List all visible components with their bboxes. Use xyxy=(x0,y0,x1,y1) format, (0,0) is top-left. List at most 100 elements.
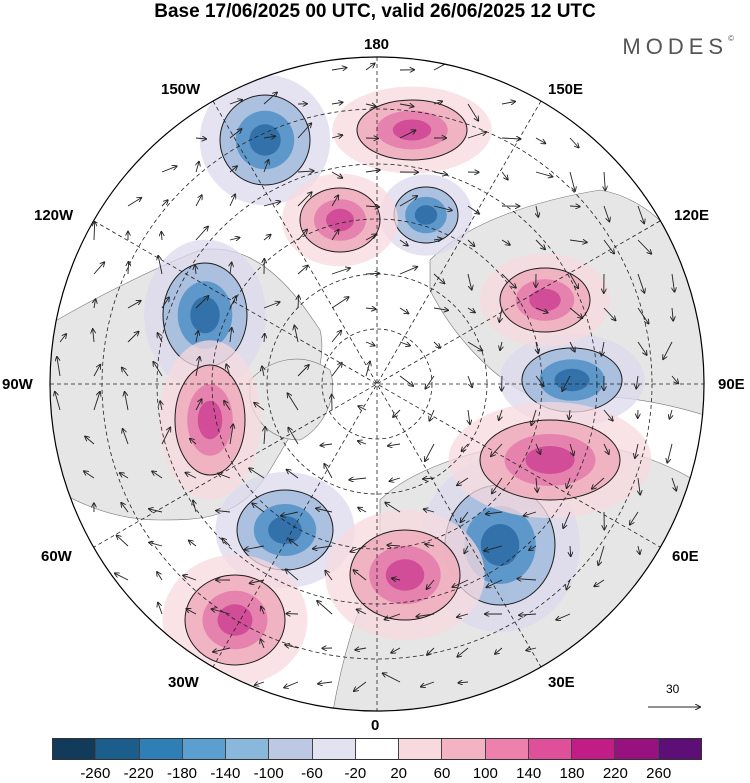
wind-vector xyxy=(222,539,231,547)
colorbar-swatch xyxy=(312,739,356,759)
wind-vector xyxy=(288,428,299,445)
wind-vector xyxy=(433,308,448,310)
wind-vector xyxy=(195,265,196,275)
wind-vector xyxy=(491,443,503,456)
wind-vector xyxy=(226,364,231,377)
wind-vector xyxy=(161,166,177,173)
wind-vector xyxy=(365,308,376,309)
wind-vector xyxy=(484,545,503,551)
wind-vector xyxy=(636,375,638,389)
wind-vector xyxy=(501,171,508,180)
wind-vector xyxy=(127,332,139,343)
wind-vector xyxy=(357,609,367,615)
colorbar-tick-label: -100 xyxy=(253,765,284,782)
wind-vector xyxy=(536,341,538,353)
wind-vector xyxy=(425,443,435,461)
wind-vector xyxy=(501,138,521,139)
anomaly-contour xyxy=(554,368,590,392)
wind-vector xyxy=(195,195,202,207)
wind-vector xyxy=(399,104,414,107)
lon-label-150e: 150E xyxy=(548,81,584,98)
wind-vector xyxy=(59,334,66,343)
lon-label-60e: 60E xyxy=(672,548,699,565)
wind-vector xyxy=(672,307,673,321)
wind-vector xyxy=(94,222,95,241)
wind-vector xyxy=(157,572,163,581)
wind-vector xyxy=(212,609,231,615)
wind-vector xyxy=(249,468,265,479)
wind-vector xyxy=(569,206,580,207)
wind-vector xyxy=(185,473,197,479)
wind-vector xyxy=(325,571,333,581)
wind-vector xyxy=(365,234,376,241)
wind-vector xyxy=(569,240,587,242)
colorbar-swatch xyxy=(572,739,616,759)
colorbar-swatch xyxy=(658,739,701,759)
wind-vector xyxy=(536,205,538,217)
lon-label-0: 0 xyxy=(371,717,380,734)
wind-vector xyxy=(289,539,299,547)
colorbar-tick-label: -140 xyxy=(210,765,241,782)
anomaly-contour xyxy=(525,446,575,474)
wind-vector xyxy=(190,439,197,445)
wind-vector xyxy=(183,575,197,581)
colorbar-tick-label: 20 xyxy=(390,765,407,782)
wind-vector xyxy=(637,307,649,324)
wind-vector xyxy=(399,267,417,275)
wind-vector xyxy=(392,578,401,580)
wind-vector xyxy=(355,648,367,650)
wind-vector xyxy=(263,92,277,105)
wind-vector xyxy=(161,297,169,309)
wind-vector xyxy=(349,478,367,480)
colorbar-swatch xyxy=(182,739,227,759)
wind-vector xyxy=(354,570,367,581)
colorbar-swatch xyxy=(226,739,270,759)
brand-text: MODES xyxy=(622,34,729,59)
wind-vector xyxy=(93,329,94,343)
wind-vector xyxy=(127,198,141,207)
colorbar-tick-label: 180 xyxy=(559,765,585,782)
wind-vector xyxy=(529,546,537,550)
wind-vector xyxy=(195,138,206,139)
wind-vector xyxy=(499,409,502,420)
wind-vector xyxy=(331,363,342,377)
wind-vector xyxy=(457,614,469,617)
wind-vector xyxy=(93,365,100,377)
wind-vector xyxy=(161,232,162,241)
wind-vector xyxy=(263,235,271,241)
wind-vector xyxy=(399,196,417,207)
colorbar-swatch xyxy=(269,739,313,759)
wind-vector xyxy=(365,342,375,346)
wind-vector xyxy=(424,509,435,512)
wind-vector xyxy=(562,375,571,391)
wind-vector xyxy=(122,368,129,377)
wind-vector xyxy=(57,357,61,377)
lon-label-150w: 150W xyxy=(161,81,201,98)
wind-vector xyxy=(399,130,416,139)
wind-vector xyxy=(569,137,579,148)
wind-vector xyxy=(324,464,333,479)
wind-vector xyxy=(250,579,265,583)
wind-vector xyxy=(535,239,545,249)
lon-label-180: 180 xyxy=(364,36,390,53)
colorbar-tick-label: 140 xyxy=(516,765,542,782)
wind-vector xyxy=(461,511,469,522)
wind-vector xyxy=(331,171,342,178)
wind-vector xyxy=(229,194,235,207)
colorbar-swatch xyxy=(53,739,97,759)
wind-vector xyxy=(160,401,162,411)
wind-vector xyxy=(161,200,168,207)
wind-vector xyxy=(433,341,440,348)
anomaly-contour xyxy=(190,296,220,334)
wind-vector xyxy=(421,681,435,687)
wind-vector xyxy=(254,403,265,411)
wind-vector xyxy=(193,501,196,513)
wind-vector xyxy=(467,205,479,214)
wind-vector xyxy=(263,202,280,207)
colorbar-tick-label: 100 xyxy=(472,765,498,782)
wind-vector xyxy=(569,443,574,455)
wind-vector xyxy=(501,102,515,105)
wind-vector xyxy=(637,341,647,355)
wind-vector xyxy=(433,205,452,210)
wind-vector xyxy=(264,427,265,445)
